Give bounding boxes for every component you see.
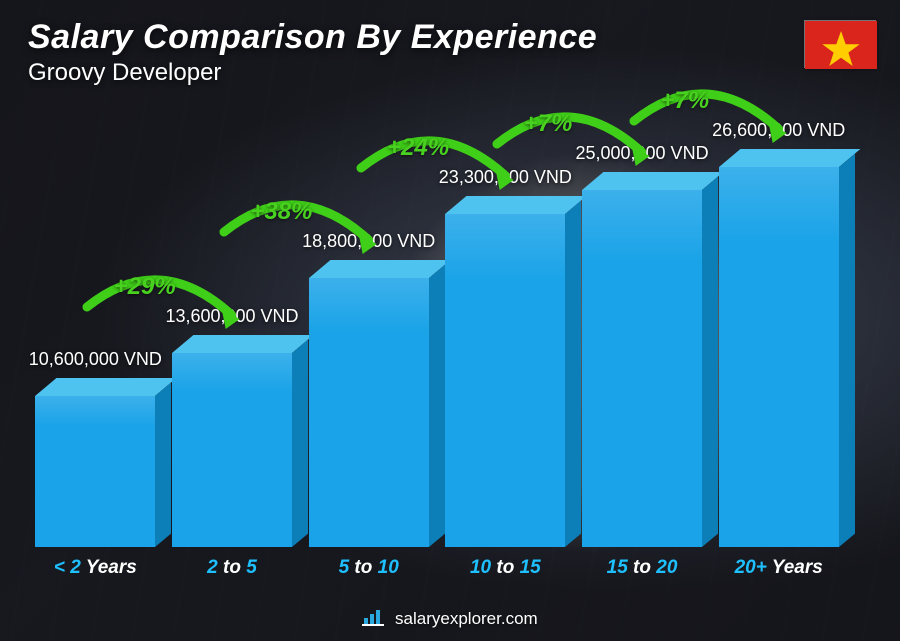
bar [35, 396, 155, 547]
bar-chart: 10,600,000 VND13,600,000 VND18,800,000 V… [34, 120, 840, 579]
growth-label: +7% [524, 110, 573, 137]
bar-side-face [429, 265, 445, 547]
growth-indicator: +24% [387, 134, 449, 162]
category-label: < 2 Years [34, 557, 157, 579]
bar-side-face [702, 177, 718, 547]
logo-icon [362, 608, 384, 631]
bar-front-face [309, 278, 429, 547]
bar-top-face [172, 335, 313, 353]
category-label: 5 to 10 [307, 557, 430, 579]
bar-side-face [292, 340, 308, 547]
footer-site: salaryexplorer.com [395, 609, 538, 628]
growth-label: +24% [387, 134, 449, 161]
bar-front-face [172, 353, 292, 547]
footer: salaryexplorer.com [0, 608, 900, 631]
bar [582, 190, 702, 547]
growth-arrow-icon [622, 77, 799, 147]
bar-front-face [445, 214, 565, 547]
category-label: 20+ Years [717, 557, 840, 579]
bar-slot: 25,000,000 VND [581, 120, 704, 547]
growth-label: +29% [114, 273, 176, 300]
bar-top-face [309, 260, 450, 278]
bar-slot: 26,600,000 VND [717, 120, 840, 547]
bar-slot: 13,600,000 VND [171, 120, 294, 547]
bar-front-face [582, 190, 702, 547]
bar-value-label: 10,600,000 VND [5, 349, 185, 370]
flag-vietnam [804, 20, 876, 68]
bar-front-face [35, 396, 155, 547]
bar [445, 214, 565, 547]
bar-side-face [565, 201, 581, 547]
category-label: 15 to 20 [581, 557, 704, 579]
growth-indicator: +7% [524, 110, 573, 138]
growth-indicator: +7% [660, 87, 709, 115]
growth-indicator: +29% [114, 273, 176, 301]
category-label: 2 to 5 [171, 557, 294, 579]
bar-slot: 10,600,000 VND [34, 120, 157, 547]
bar-front-face [719, 167, 839, 547]
growth-label: +7% [660, 87, 709, 114]
growth-label: +38% [250, 198, 312, 225]
bar [172, 353, 292, 547]
category-label: 10 to 15 [444, 557, 567, 579]
bar-top-face [445, 196, 586, 214]
bar-top-face [719, 149, 860, 167]
bar-side-face [155, 383, 171, 547]
bar-side-face [839, 154, 855, 547]
bar-top-face [35, 378, 176, 396]
bar [719, 167, 839, 547]
page-title: Salary Comparison By Experience [28, 18, 790, 57]
bar-top-face [582, 172, 723, 190]
bar [309, 278, 429, 547]
growth-indicator: +38% [250, 198, 312, 226]
